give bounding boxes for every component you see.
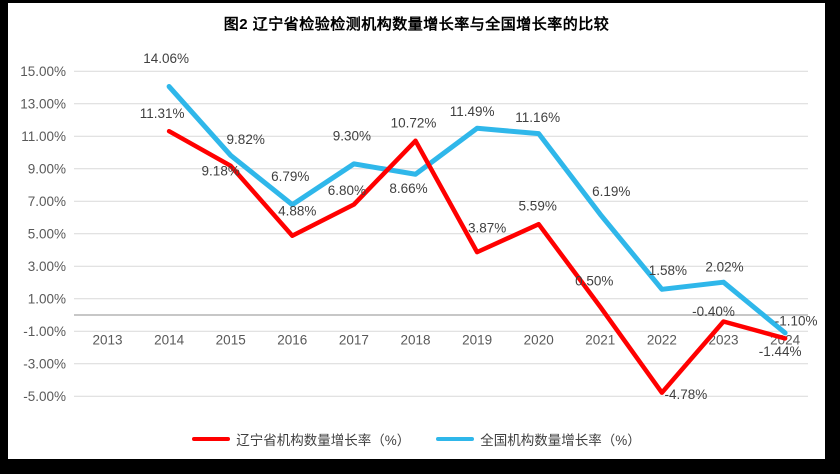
chart-legend: 辽宁省机构数量增长率（%） 全国机构数量增长率（%） [8, 429, 825, 449]
svg-text:11.16%: 11.16% [515, 110, 560, 125]
svg-text:10.72%: 10.72% [391, 115, 437, 130]
series-line-national [166, 84, 788, 336]
svg-text:2019: 2019 [462, 333, 492, 348]
svg-text:7.00%: 7.00% [28, 194, 66, 209]
svg-text:11.00%: 11.00% [21, 129, 66, 144]
series-line-liaoning [166, 128, 788, 395]
y-axis-labels: 15.00% 13.00% 11.00% 9.00% 7.00% 5.00% 3.00% 1.… [20, 64, 66, 404]
svg-text:-4.78%: -4.78% [665, 387, 708, 402]
svg-text:9.00%: 9.00% [28, 161, 66, 176]
svg-text:2014: 2014 [154, 333, 185, 348]
svg-text:9.82%: 9.82% [227, 132, 265, 147]
svg-text:2017: 2017 [339, 333, 369, 348]
svg-text:11.49%: 11.49% [450, 104, 495, 119]
svg-text:5.00%: 5.00% [28, 226, 66, 241]
svg-text:15.00%: 15.00% [20, 64, 66, 79]
legend-label-liaoning: 辽宁省机构数量增长率（%） [236, 433, 411, 448]
svg-text:2.02%: 2.02% [705, 260, 743, 275]
svg-text:-1.44%: -1.44% [759, 344, 802, 359]
svg-text:2016: 2016 [277, 333, 307, 348]
svg-text:0.50%: 0.50% [575, 273, 613, 288]
svg-text:-0.40%: -0.40% [692, 304, 735, 319]
svg-text:3.87%: 3.87% [468, 221, 506, 236]
svg-text:1.00%: 1.00% [28, 291, 66, 306]
chart-title: 图2 辽宁省检验检测机构数量增长率与全国增长率的比较 [223, 16, 610, 33]
svg-text:2018: 2018 [400, 333, 430, 348]
svg-text:5.59%: 5.59% [519, 199, 557, 214]
legend-line-swatch-red [192, 437, 231, 441]
svg-text:9.18%: 9.18% [202, 163, 240, 178]
svg-text:2022: 2022 [647, 333, 677, 348]
svg-text:8.66%: 8.66% [389, 181, 427, 196]
svg-text:14.06%: 14.06% [143, 51, 189, 66]
svg-text:3.00%: 3.00% [28, 259, 66, 274]
gridlines [74, 70, 808, 397]
svg-text:-5.00%: -5.00% [23, 389, 66, 404]
svg-text:11.31%: 11.31% [140, 106, 185, 121]
svg-text:2021: 2021 [585, 333, 615, 348]
legend-item-liaoning: 辽宁省机构数量增长率（%） [192, 429, 410, 449]
growth-rate-line-chart: 15.00% 13.00% 11.00% 9.00% 7.00% 5.00% 3.00% 1.… [20, 51, 818, 404]
data-labels: 11.31% 9.18% 4.88% 6.80% 10.72% 3.87% 5.59% 0.5… [140, 51, 818, 402]
svg-text:9.30%: 9.30% [333, 128, 371, 143]
svg-text:2013: 2013 [92, 333, 122, 348]
svg-text:13.00%: 13.00% [20, 96, 66, 111]
svg-text:6.19%: 6.19% [592, 184, 630, 199]
svg-text:2023: 2023 [708, 333, 738, 348]
svg-text:2020: 2020 [524, 333, 554, 348]
svg-text:6.79%: 6.79% [271, 169, 309, 184]
svg-text:4.88%: 4.88% [278, 203, 316, 218]
legend-label-national: 全国机构数量增长率（%） [480, 433, 641, 448]
svg-text:-1.10%: -1.10% [775, 313, 818, 328]
svg-text:6.80%: 6.80% [328, 183, 366, 198]
svg-text:-3.00%: -3.00% [23, 356, 66, 371]
legend-line-swatch-blue [436, 437, 475, 441]
svg-text:2015: 2015 [216, 333, 246, 348]
svg-text:1.58%: 1.58% [649, 263, 687, 278]
legend-item-national: 全国机构数量增长率（%） [436, 429, 641, 449]
svg-text:-1.00%: -1.00% [23, 324, 66, 339]
x-axis-labels: 2013 2014 2015 2016 2017 2018 2019 2020 2021 2022… [92, 333, 800, 348]
